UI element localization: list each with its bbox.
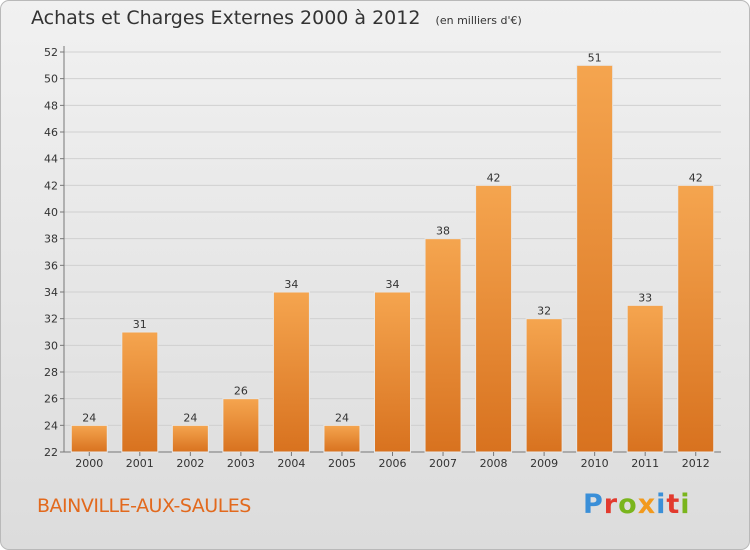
- x-tick-label: 2002: [176, 457, 204, 470]
- logo-letter: i: [680, 489, 691, 520]
- logo-letter: x: [637, 489, 657, 520]
- x-tick-label: 2003: [227, 457, 255, 470]
- chart-unit: (en milliers d'€): [435, 14, 522, 27]
- y-tick-label: 36: [44, 259, 58, 272]
- bar: [121, 331, 159, 453]
- y-tick-label: 46: [44, 126, 58, 139]
- bar-value-label: 38: [436, 225, 450, 238]
- y-tick-label: 48: [44, 99, 58, 112]
- bar-value-label: 51: [588, 51, 602, 64]
- x-tick-label: 2009: [530, 457, 558, 470]
- logo-letter: r: [603, 489, 619, 520]
- bar-value-label: 24: [335, 411, 349, 424]
- bar: [70, 424, 108, 453]
- chart-title-block: Achats et Charges Externes 2000 à 2012 (…: [31, 7, 522, 29]
- x-tick-label: 2007: [429, 457, 457, 470]
- bar-value-label: 24: [82, 411, 96, 424]
- town-name: BAINVILLE-AUX-SAULES: [37, 495, 251, 517]
- y-tick-label: 28: [44, 366, 58, 379]
- bar: [374, 291, 411, 453]
- x-tick-label: 2004: [277, 457, 305, 470]
- x-tick-label: 2006: [379, 457, 407, 470]
- bar: [525, 318, 563, 453]
- bar: [171, 424, 209, 453]
- logo-letter: o: [618, 489, 638, 520]
- bar-value-label: 42: [487, 171, 501, 184]
- x-tick-label: 2011: [631, 457, 659, 470]
- x-tick-label: 2001: [126, 457, 154, 470]
- bar: [677, 184, 715, 453]
- bar: [576, 64, 614, 453]
- logo-letter: t: [666, 489, 681, 520]
- y-tick-label: 34: [44, 286, 58, 299]
- bar-value-label: 34: [284, 278, 298, 291]
- y-tick-label: 42: [44, 179, 58, 192]
- y-tick-label: 52: [44, 46, 58, 59]
- y-tick-label: 40: [44, 206, 58, 219]
- bar-value-label: 33: [638, 291, 652, 304]
- bar: [424, 238, 462, 453]
- y-tick-label: 38: [44, 233, 58, 246]
- bar: [272, 291, 310, 453]
- bar-value-label: 26: [234, 385, 248, 398]
- bar: [222, 398, 260, 453]
- y-tick-label: 26: [44, 393, 58, 406]
- x-tick-label: 2010: [581, 457, 609, 470]
- proxiti-logo: Proxiti: [583, 489, 691, 520]
- logo-letter: P: [583, 489, 604, 520]
- x-tick-label: 2000: [75, 457, 103, 470]
- bar-value-label: 42: [689, 171, 703, 184]
- y-tick-label: 50: [44, 73, 58, 86]
- y-tick-label: 44: [44, 153, 58, 166]
- y-tick-label: 24: [44, 419, 58, 432]
- bar: [626, 304, 664, 453]
- bar: [475, 184, 513, 453]
- x-tick-label: 2005: [328, 457, 356, 470]
- y-tick-label: 32: [44, 313, 58, 326]
- bar-value-label: 34: [386, 278, 400, 291]
- x-tick-label: 2012: [682, 457, 710, 470]
- x-tick-label: 2008: [480, 457, 508, 470]
- bar-value-label: 32: [537, 305, 551, 318]
- y-tick-label: 22: [44, 446, 58, 459]
- chart-title: Achats et Charges Externes 2000 à 2012: [31, 7, 421, 29]
- bar-value-label: 24: [183, 411, 197, 424]
- y-tick-label: 30: [44, 339, 58, 352]
- bar-value-label: 31: [133, 318, 147, 331]
- logo-letter: i: [656, 489, 667, 520]
- bar: [323, 424, 361, 453]
